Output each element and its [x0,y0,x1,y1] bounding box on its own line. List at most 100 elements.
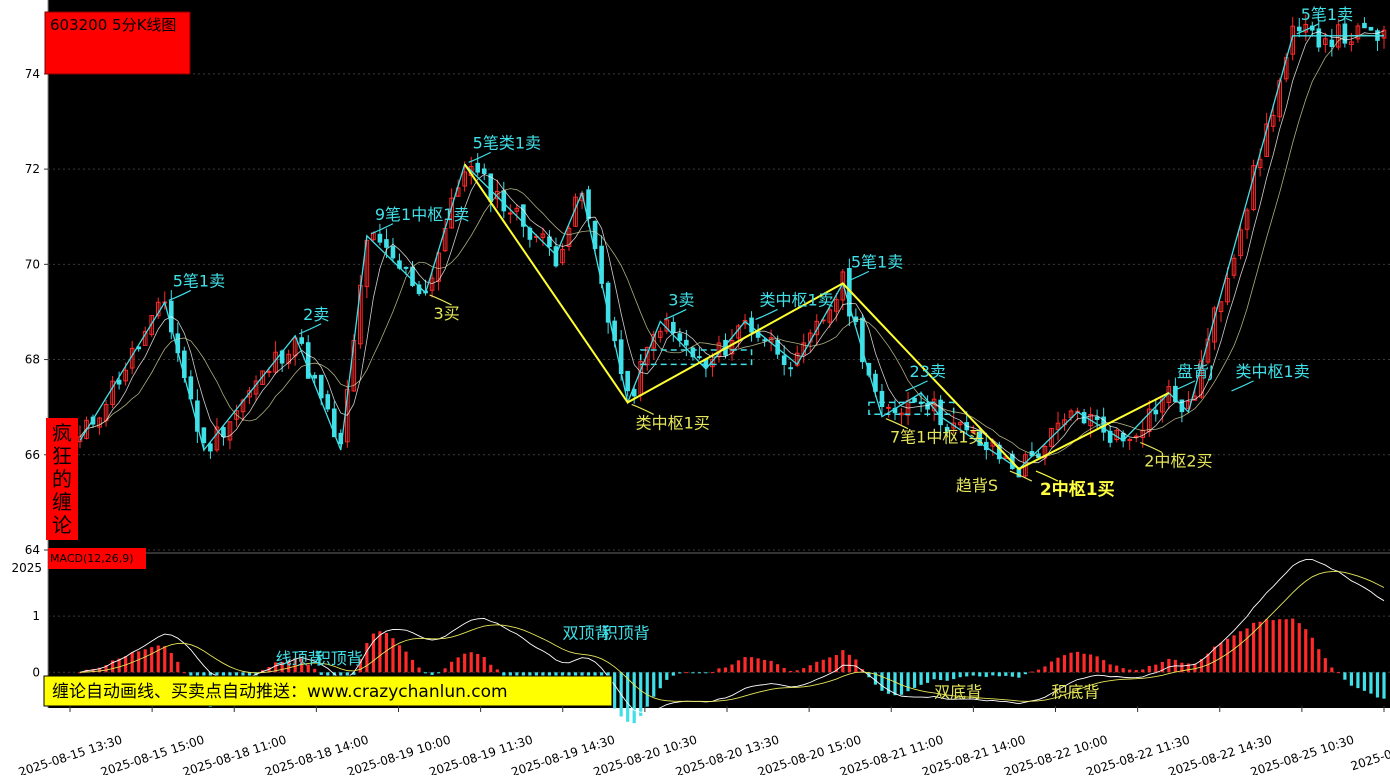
macd-bar [1265,619,1269,673]
annotation-arrow [1009,470,1033,482]
candle-body [762,339,767,342]
macd-bar [502,672,506,677]
annotation-arrow [298,323,322,335]
candle-body [586,189,591,220]
macd-bar [300,658,304,673]
macd-bar [684,672,688,674]
macd-bar [1141,669,1145,673]
macd-tick-label: 0 [32,665,40,679]
price-annotation: 5笔1卖 [1301,5,1353,24]
candle-body [1088,413,1093,427]
macd-bar [991,672,995,676]
candle-body [1270,114,1276,127]
macd-bar [1304,629,1308,673]
candle-body [957,422,963,426]
title-box [44,11,191,75]
price-tick-label: 70 [25,257,40,271]
macd-bar [1382,672,1386,699]
annotation-arrow [755,308,778,321]
candle-body [788,367,793,370]
macd-bar [417,667,421,673]
macd-bar [306,664,310,673]
macd-bar [704,672,708,674]
candle-body [331,408,337,438]
macd-bar [815,661,819,673]
candle-body [1257,159,1263,169]
macd-bar [1186,663,1190,673]
macd-bar [97,667,102,673]
candle-body [697,356,702,359]
macd-bar [645,672,649,707]
macd-bar [456,657,460,673]
macd-bar [613,672,617,709]
macd-bar [430,672,434,675]
price-annotation: 盘背J [1177,362,1214,381]
side-label-box [46,418,78,540]
macd-bar [945,672,949,681]
macd-bar [1245,628,1249,673]
macd-bar [117,658,121,673]
macd-bar [736,660,741,673]
macd-bar [808,665,812,673]
candle-body [312,374,318,379]
macd-bar [1323,658,1327,673]
macd-bar [1075,651,1080,673]
bi-line [79,35,1384,470]
candle-body [1329,39,1335,48]
price-annotation: 3卖 [668,290,694,309]
macd-bar [358,658,362,673]
candle-body [814,320,820,336]
candle-body [1107,430,1113,443]
macd-bar [965,672,969,677]
macd-bar [287,660,291,673]
candle-body [677,333,683,341]
macd-bar [1023,672,1027,675]
candle-body [1127,439,1133,442]
price-annotation: 类中枢1买 [636,413,710,432]
candle-body [436,252,441,282]
macd-bar [365,643,369,673]
macd-bar [1010,672,1014,677]
macd-bar [352,672,356,675]
macd-bar [1369,672,1373,694]
price-annotation: 3买 [434,304,460,323]
candle-body [429,277,435,291]
annotation-arrow [429,294,452,306]
candle-body [912,397,917,403]
candle-body [1323,38,1328,45]
candle-body [97,417,102,428]
candle-body [781,355,787,366]
candle-body [1368,26,1374,31]
annotation-arrow [1035,470,1059,482]
candle-body [834,299,839,312]
banner-box [43,675,613,707]
macd-bar [671,672,675,676]
macd-bar [1108,664,1112,673]
macd-bar [423,672,428,674]
price-annotation: 趋背S [956,476,998,495]
candle-body [1133,435,1139,438]
macd-bar [274,662,278,673]
candle-body [227,421,233,441]
candle-body [729,340,735,355]
macd-bar [319,672,323,675]
candle-body [794,352,800,366]
macd-bar [495,669,499,673]
macd-bar [834,655,838,673]
annotation-arrow [168,289,192,301]
macd-annotation: 双顶背 [562,624,610,643]
candle-body [377,233,383,243]
ma5-line [79,30,1385,464]
macd-bar [886,672,891,694]
price-annotation: 2卖 [303,305,329,324]
macd-bar [1206,653,1210,673]
candle-body [299,337,304,344]
macd-label: MACD(12,26,9) [50,552,134,565]
macd-bar [1082,653,1086,673]
macd-bar [626,672,630,722]
macd-bar [371,633,375,673]
candle-body [305,342,311,379]
candle-body [1251,165,1256,211]
macd-bar [1154,664,1158,673]
macd-bar [1043,666,1047,673]
